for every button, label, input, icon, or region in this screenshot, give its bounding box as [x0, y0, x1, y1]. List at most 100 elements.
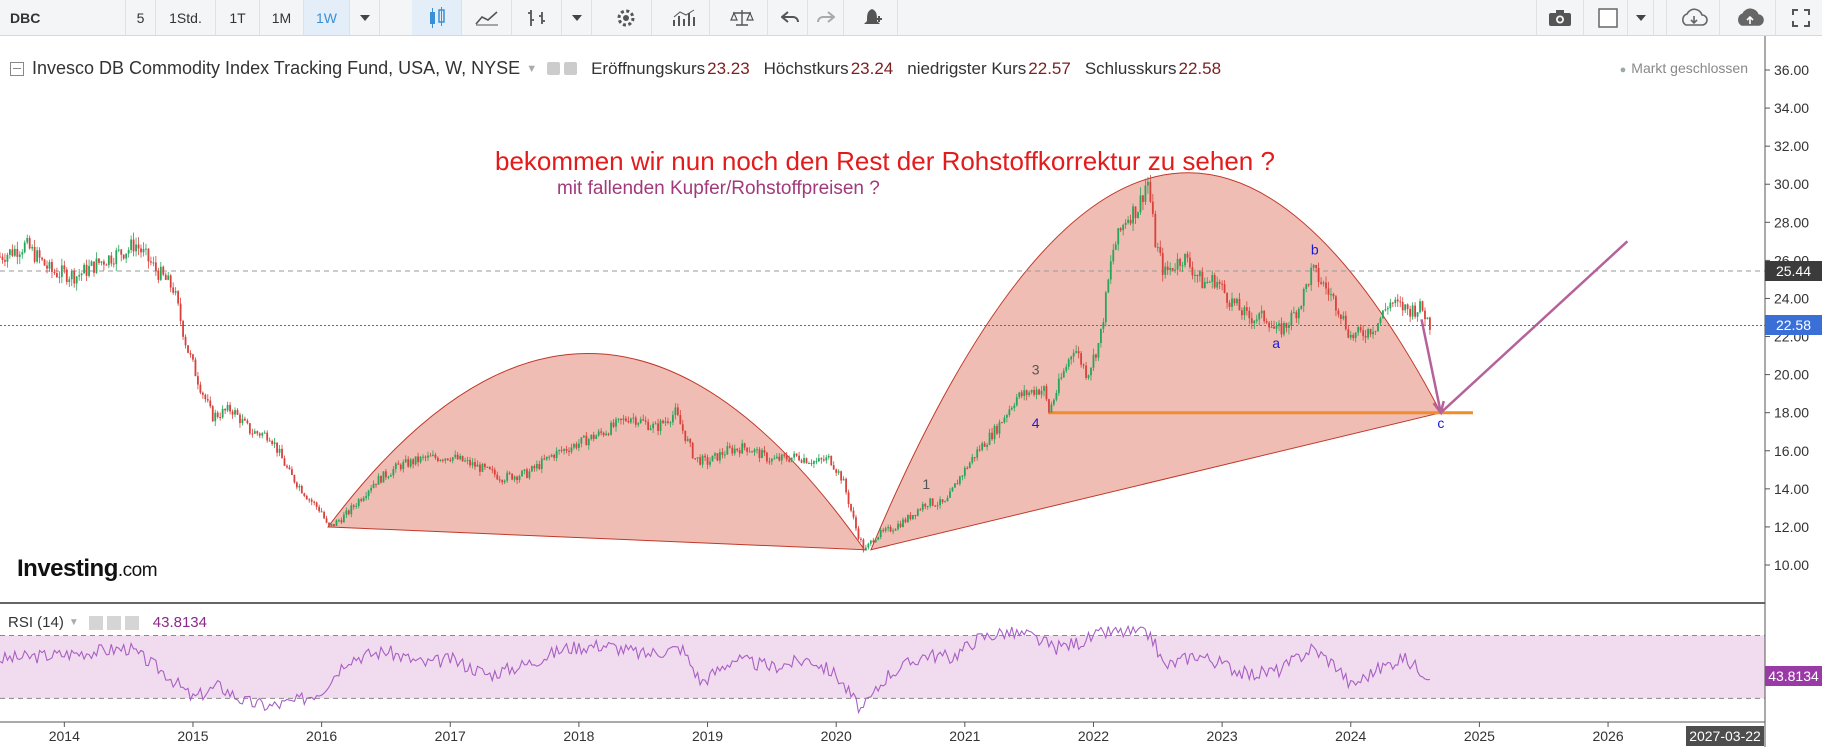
candle-body: [1095, 354, 1097, 358]
candle-body: [783, 454, 786, 456]
rsi-visibility-icon[interactable]: [88, 615, 103, 630]
alert-bell-icon[interactable]: [848, 0, 898, 35]
candle-body: [1419, 301, 1421, 313]
candle-body: [399, 464, 402, 470]
candle-body: [766, 452, 768, 462]
candle-body: [550, 454, 553, 457]
candle-body: [251, 433, 254, 435]
x-tick-label: 2021: [949, 728, 980, 744]
candle-body: [860, 538, 862, 540]
instrument-dropdown-icon[interactable]: ▼: [526, 62, 538, 75]
cloud-download-icon[interactable]: [1666, 0, 1720, 35]
redo-icon[interactable]: [808, 0, 844, 35]
candle-body: [798, 455, 800, 461]
candle-body: [1206, 281, 1209, 283]
collapse-legend-icon[interactable]: [10, 61, 24, 76]
candle-body: [956, 483, 959, 485]
bars-chart-icon[interactable]: [512, 0, 562, 35]
candle-body: [125, 253, 128, 259]
candle-body: [723, 454, 726, 456]
candle-body: [832, 465, 835, 470]
undo-icon[interactable]: [772, 0, 808, 35]
candle-body: [204, 394, 207, 400]
candle-body: [931, 498, 934, 506]
candle-body: [88, 265, 90, 276]
candles-icon[interactable]: [412, 0, 462, 35]
price-chart[interactable]: 1 3 4 a b c 10.00 12.00 14.00 16.00 18.00 20.00 22.…: [0, 36, 1822, 747]
interval-5[interactable]: 5: [126, 0, 156, 35]
y-tick-label: 36.00: [1774, 62, 1809, 78]
layout-dropdown-icon[interactable]: [1628, 0, 1654, 35]
area-chart-icon[interactable]: [462, 0, 512, 35]
cloud-upload-icon[interactable]: [1722, 0, 1776, 35]
candle-body: [545, 456, 548, 460]
interval-dropdown-icon[interactable]: [350, 0, 380, 35]
interval-1d[interactable]: 1T: [216, 0, 260, 35]
candle-body: [1028, 392, 1031, 396]
candle-body: [464, 460, 466, 462]
candle-body: [968, 462, 971, 469]
interval-1m[interactable]: 1M: [260, 0, 304, 35]
legend-visibility-icon[interactable]: [547, 62, 561, 75]
legend-settings-icon[interactable]: [564, 62, 578, 75]
rsi-line: [0, 624, 1430, 715]
candle-body: [112, 263, 115, 265]
candle-body: [498, 479, 501, 481]
candle-body: [226, 404, 229, 411]
candle-body: [1379, 318, 1382, 324]
candle-body: [323, 512, 325, 519]
layout-square-icon[interactable]: [1588, 0, 1628, 35]
settings-gear-icon[interactable]: [600, 0, 652, 35]
candle-body: [1085, 365, 1087, 378]
candle-body: [1382, 310, 1384, 319]
candle-body: [419, 456, 422, 463]
candle-body: [778, 456, 781, 461]
candle-body: [263, 432, 266, 434]
candle-body: [686, 439, 689, 441]
candle-body: [699, 457, 702, 465]
candle-body: [1208, 281, 1211, 283]
candle-body: [1164, 266, 1167, 275]
candle-body: [815, 461, 818, 463]
rsi-settings-icon[interactable]: [106, 615, 121, 630]
candle-body: [303, 493, 306, 496]
candle-body: [1399, 301, 1402, 303]
candle-body: [75, 276, 78, 284]
candle-body: [709, 461, 711, 465]
candle-body: [392, 468, 395, 476]
candle-body: [192, 354, 194, 360]
candle-body: [568, 450, 570, 452]
candle-body: [904, 519, 907, 523]
candle-body: [1357, 327, 1360, 333]
candle-body: [214, 412, 217, 422]
candle-body: [842, 478, 845, 481]
candle-body: [461, 455, 464, 462]
chart-type-dropdown-icon[interactable]: [562, 0, 592, 35]
candle-body: [1421, 301, 1424, 311]
candle-body: [516, 476, 518, 481]
interval-1h[interactable]: 1Std.: [156, 0, 216, 35]
candle-body: [1305, 284, 1308, 289]
symbol-input[interactable]: DBC: [0, 0, 126, 35]
candle-body: [748, 451, 751, 453]
interval-1w[interactable]: 1W: [304, 0, 350, 35]
candle-body: [318, 506, 321, 512]
candle-body: [65, 269, 68, 283]
screenshot-camera-icon[interactable]: [1536, 0, 1584, 35]
candle-body: [145, 248, 147, 250]
candle-body: [347, 510, 350, 515]
fullscreen-icon[interactable]: [1780, 0, 1822, 35]
candle-body: [402, 462, 405, 470]
rsi-label: RSI (14): [8, 614, 64, 631]
candle-body: [879, 530, 882, 538]
candle-body: [375, 483, 377, 485]
candle-body: [1161, 253, 1164, 275]
candle-body: [1144, 185, 1147, 202]
compare-scale-icon[interactable]: [716, 0, 768, 35]
candle-body: [177, 291, 180, 304]
indicators-icon[interactable]: [658, 0, 710, 35]
chart-area[interactable]: 1 3 4 a b c 10.00 12.00 14.00 16.00 18.00 20.00 22.…: [0, 36, 1822, 747]
rsi-close-icon[interactable]: [124, 615, 139, 630]
rsi-dropdown-icon[interactable]: ▼: [68, 617, 79, 628]
candle-body: [649, 428, 652, 430]
